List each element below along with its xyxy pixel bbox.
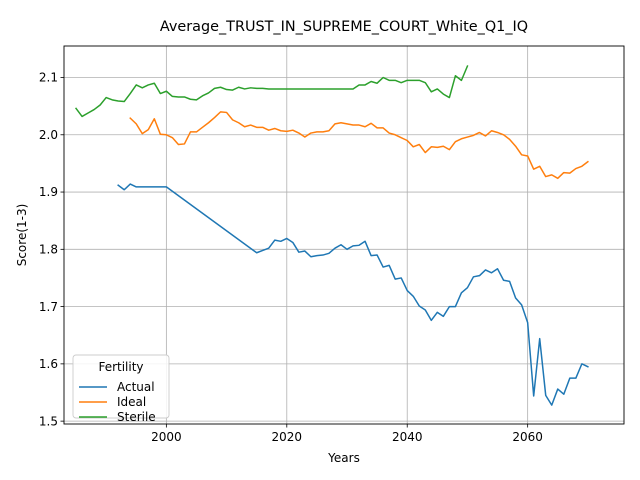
series-line-actual bbox=[117, 183, 589, 406]
x-tick-label: 2020 bbox=[272, 430, 303, 444]
x-tick-label: 2000 bbox=[151, 430, 182, 444]
y-tick-label: 1.7 bbox=[39, 300, 58, 314]
x-tick-label: 2060 bbox=[512, 430, 543, 444]
series-line-ideal bbox=[129, 111, 589, 180]
series-lines bbox=[74, 65, 589, 406]
y-tick-label: 1.8 bbox=[39, 243, 58, 257]
legend-label-actual: Actual bbox=[117, 380, 155, 394]
y-axis-ticks: 1.5 1.6 1.7 1.8 1.9 2.0 2.1 bbox=[39, 71, 64, 428]
y-tick-label: 1.9 bbox=[39, 185, 58, 199]
y-tick-label: 1.6 bbox=[39, 357, 58, 371]
legend-title: Fertility bbox=[98, 360, 143, 374]
grid-lines bbox=[64, 46, 624, 424]
x-tick-label: 2040 bbox=[392, 430, 423, 444]
x-axis-ticks: 2000 2020 2040 2060 bbox=[151, 424, 543, 444]
y-axis-label: Score(1-3) bbox=[15, 204, 29, 267]
x-axis-label: Years bbox=[327, 451, 360, 465]
series-line-sterile bbox=[74, 65, 469, 118]
plot-area-frame bbox=[63, 45, 625, 425]
chart-title: Average_TRUST_IN_SUPREME_COURT_White_Q1_… bbox=[160, 19, 528, 35]
y-tick-label: 2.1 bbox=[39, 71, 58, 85]
legend-label-sterile: Sterile bbox=[117, 410, 156, 424]
legend-label-ideal: Ideal bbox=[117, 395, 146, 409]
y-tick-label: 2.0 bbox=[39, 128, 58, 142]
y-tick-label: 1.5 bbox=[39, 414, 58, 428]
